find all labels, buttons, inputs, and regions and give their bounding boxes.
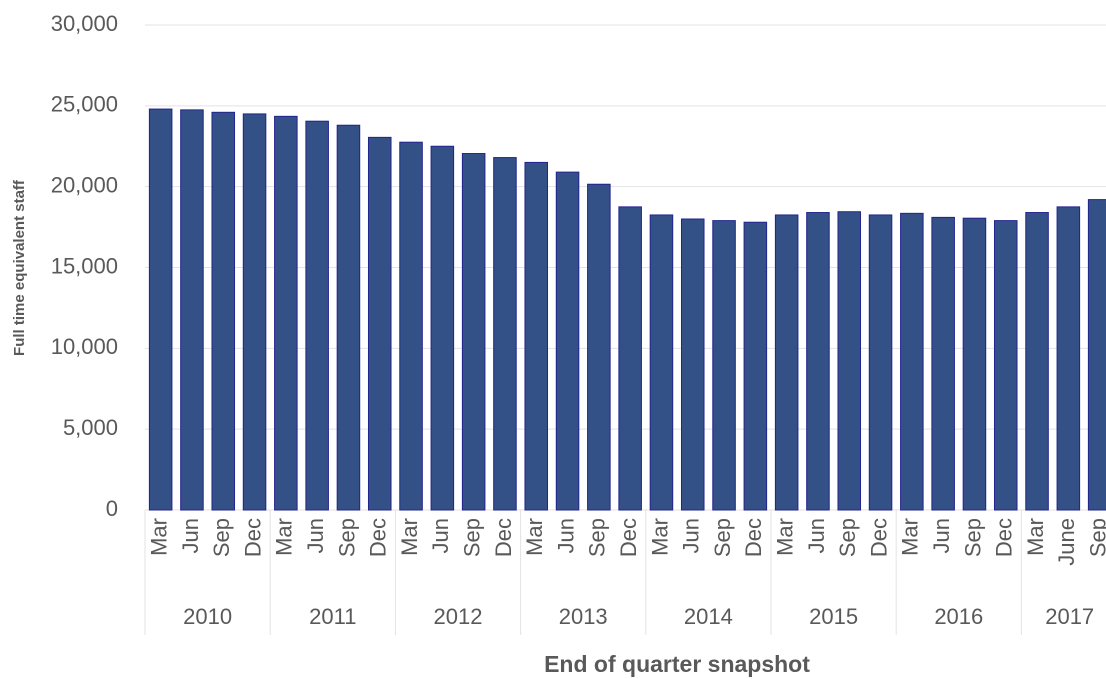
bar [962,217,987,511]
y-tick-label: 5,000 [63,415,118,440]
group-label: 2012 [434,604,483,629]
bar [868,214,893,511]
bar [680,218,705,511]
group-label: 2015 [809,604,858,629]
x-tick-label: Sep [459,518,484,557]
x-tick-label: Mar [898,518,923,556]
group-label: 2014 [684,604,733,629]
x-tick-label: Dec [616,518,641,557]
bar [743,221,768,511]
y-tick-label: 0 [106,496,118,521]
group-label: 2010 [183,604,232,629]
bar [211,111,236,511]
x-tick-label: Sep [960,518,985,557]
x-tick-label: Jun [929,518,954,553]
x-tick-label: Jun [178,518,203,553]
y-tick-label: 15,000 [51,253,118,278]
group-label: 2016 [934,604,983,629]
bar [806,212,830,511]
x-tick-label: Jun [804,518,829,553]
bar [618,206,642,511]
x-tick-label: Mar [272,518,297,556]
y-axis-title: Full time equivalent staff [11,179,28,356]
x-tick-label: Mar [1023,518,1048,556]
bar [399,141,423,511]
x-tick-label: Dec [992,518,1017,557]
bar [430,145,455,511]
bar [242,113,267,511]
x-tick-label: Sep [585,518,610,557]
x-tick-label: Dec [741,518,766,557]
bar [587,183,611,511]
y-tick-label: 10,000 [51,334,118,359]
bar [524,161,549,511]
x-tick-label: Jun [679,518,704,553]
bar [336,124,361,511]
x-tick-label: Jun [303,518,328,553]
bar [461,153,486,511]
x-tick-label: Jun [428,518,453,553]
x-tick-label: Sep [710,518,735,557]
bar [837,211,862,511]
group-label: 2013 [559,604,608,629]
bar [555,171,580,511]
bar [1025,212,1049,511]
group-label: 2017 [1045,604,1094,629]
x-tick-label: Mar [522,518,547,556]
x-tick-label: Mar [397,518,422,556]
y-tick-label: 25,000 [51,92,118,117]
x-tick-label: Mar [146,518,171,556]
group-label: 2011 [309,604,356,629]
bar [712,220,736,511]
bar [931,216,955,511]
bar [900,212,924,511]
bar [367,136,392,511]
bar [993,220,1018,511]
x-tick-label: Mar [647,518,672,556]
y-tick-label: 20,000 [51,172,118,197]
x-tick-label: Sep [209,518,234,557]
x-tick-label: Sep [835,518,860,557]
x-axis-title: End of quarter snapshot [544,651,810,677]
bar [493,157,517,511]
bar [1056,206,1081,511]
bar [305,120,329,511]
bar [1087,199,1106,511]
x-tick-label: Sep [1085,518,1106,557]
y-tick-label: 30,000 [51,11,118,36]
bar [274,115,298,511]
bar [774,214,799,511]
x-tick-label: Dec [240,518,265,557]
x-tick-label: Sep [334,518,359,557]
bar [148,108,173,511]
x-tick-label: June [1054,518,1079,566]
x-tick-label: Dec [866,518,891,557]
bar [180,109,204,511]
x-tick-label: Dec [491,518,516,557]
x-tick-label: Dec [366,518,391,557]
x-tick-label: Mar [772,518,797,556]
x-tick-label: Jun [553,518,578,553]
bar [649,214,674,511]
